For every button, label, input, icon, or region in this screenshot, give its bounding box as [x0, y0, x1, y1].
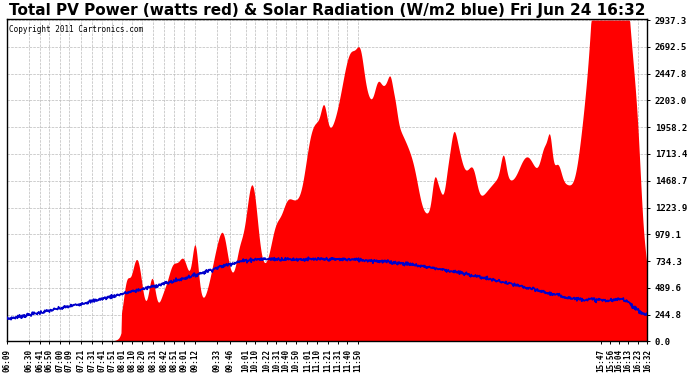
Title: Total PV Power (watts red) & Solar Radiation (W/m2 blue) Fri Jun 24 16:32: Total PV Power (watts red) & Solar Radia… — [9, 3, 646, 18]
Text: Copyright 2011 Cartronics.com: Copyright 2011 Cartronics.com — [8, 26, 143, 34]
